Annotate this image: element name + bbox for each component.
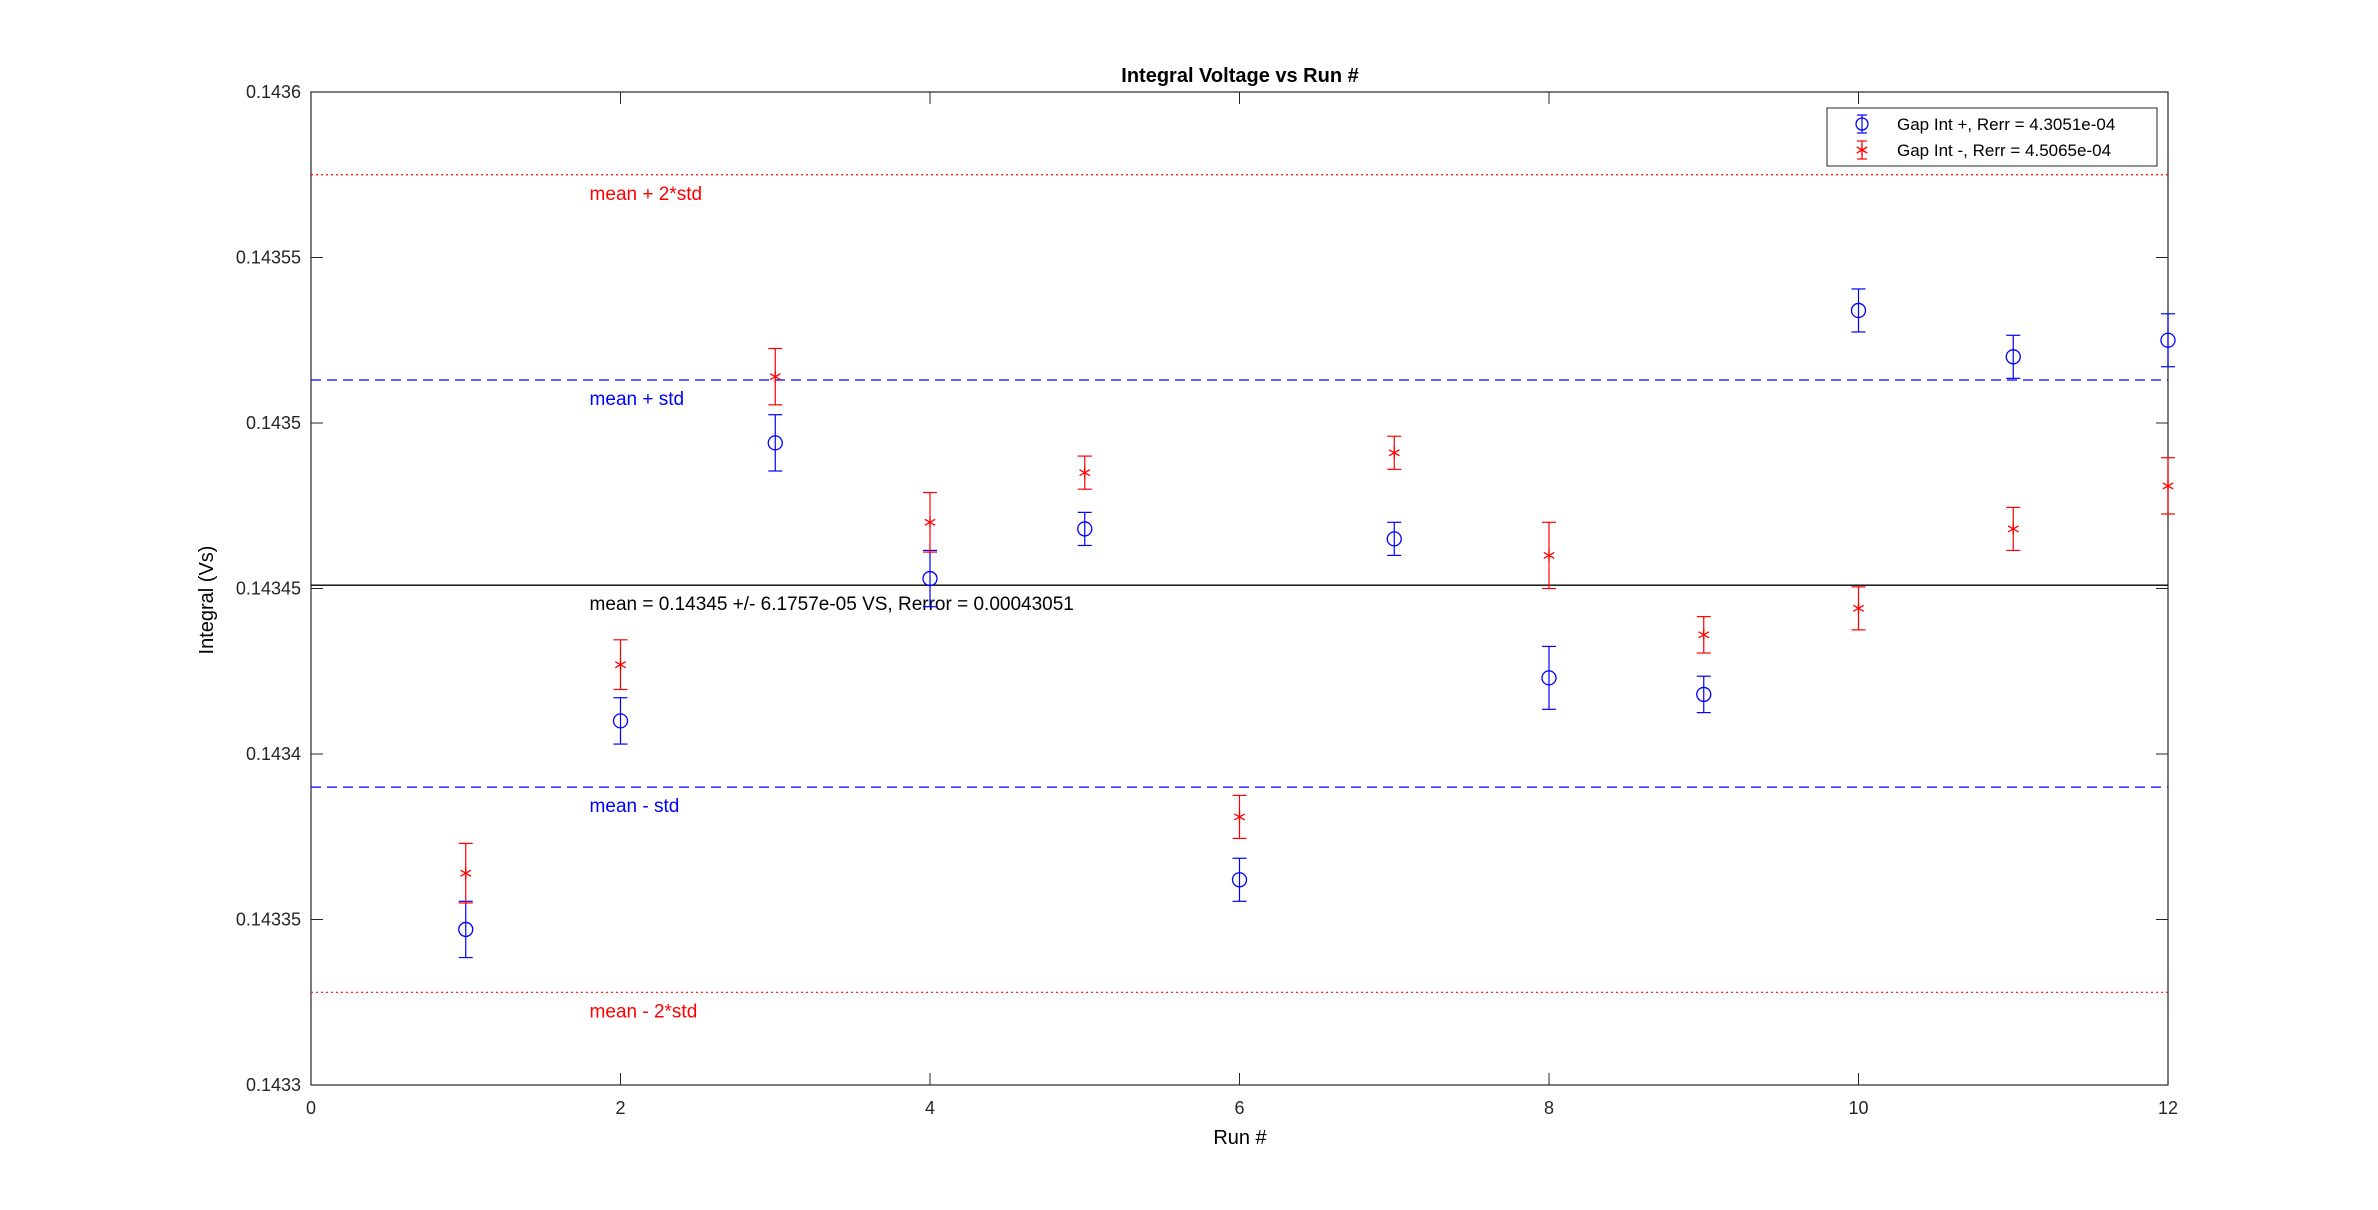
x-tick-label: 12 [2158, 1098, 2178, 1118]
asterisk-stroke [1388, 449, 1400, 457]
data-point-plus [767, 435, 783, 451]
y-tick-label: 0.14335 [236, 910, 301, 930]
data-point-minus [614, 658, 627, 671]
legend-entry-label: Gap Int -, Rerr = 4.5065e-04 [1897, 141, 2111, 160]
asterisk-stroke [1852, 604, 1865, 612]
y-axis-label: Integral (Vs) [196, 546, 218, 655]
y-tick-label: 0.1436 [246, 82, 301, 102]
y-tick-label: 0.14345 [236, 579, 301, 599]
reference-line-label: mean + 2*std [590, 184, 703, 205]
data-point-plus [2005, 349, 2021, 365]
data-point-plus [1850, 302, 1867, 319]
data-point-minus [1388, 446, 1400, 459]
reference-line-label: mean + std [590, 389, 685, 410]
x-tick-label: 2 [615, 1098, 625, 1118]
data-point-plus [922, 570, 938, 587]
data-point-plus [1541, 670, 1557, 686]
data-point-plus [612, 713, 629, 729]
legend-marker-minus [1856, 144, 1868, 156]
x-tick-label: 6 [1234, 1098, 1244, 1118]
legend-entry-label: Gap Int +, Rerr = 4.3051e-04 [1897, 115, 2115, 134]
legend-marker-plus [1855, 117, 1869, 131]
data-point-minus [1543, 549, 1555, 562]
x-tick-label: 10 [1848, 1098, 1868, 1118]
reference-line-label: mean - 2*std [590, 1001, 698, 1022]
data-point-minus [460, 867, 472, 880]
data-point-plus [1231, 872, 1248, 888]
y-tick-label: 0.1435 [246, 413, 301, 433]
x-tick-label: 4 [925, 1098, 935, 1118]
asterisk-stroke [924, 518, 936, 526]
x-axis-label: Run # [1213, 1127, 1267, 1149]
asterisk-stroke [1698, 631, 1710, 639]
data-point-plus [1077, 521, 1093, 537]
asterisk-stroke [2007, 525, 2019, 533]
data-point-minus [769, 370, 781, 383]
legend-box [1826, 107, 2158, 167]
data-point-minus [2007, 522, 2019, 535]
data-point-minus [1079, 466, 1091, 479]
asterisk-stroke [2162, 482, 2174, 490]
asterisk-stroke [614, 661, 627, 669]
data-point-plus [1696, 686, 1712, 703]
asterisk-stroke [460, 869, 472, 877]
y-tick-label: 0.14355 [236, 248, 301, 268]
x-tick-label: 8 [1544, 1098, 1554, 1118]
asterisk-stroke [1079, 469, 1091, 477]
data-point-plus [2160, 332, 2176, 348]
data-point-plus [1386, 531, 1402, 547]
data-point-minus [1698, 628, 1710, 641]
data-point-minus [1852, 602, 1865, 615]
asterisk-stroke [1856, 146, 1868, 154]
y-tick-label: 0.1433 [246, 1075, 301, 1095]
y-tick-label: 0.1434 [246, 744, 301, 764]
reference-line-label: mean = 0.14345 +/- 6.1757e-05 VS, Rerror… [590, 594, 1074, 615]
data-point-minus [924, 516, 936, 529]
plot-area: 0 2 4 6 8 10 12 0.1433 0.14335 0.1434 0.14345 0.143… [236, 82, 2178, 1118]
reference-line-label: mean - std [590, 796, 680, 817]
chart-title: Integral Voltage vs Run # [1121, 65, 1358, 87]
data-point-minus [1233, 810, 1246, 823]
asterisk-stroke [1543, 551, 1555, 559]
asterisk-stroke [769, 373, 781, 381]
asterisk-stroke [1233, 813, 1246, 821]
data-point-plus [458, 921, 474, 938]
data-point-minus [2162, 479, 2174, 492]
x-tick-label: 0 [306, 1098, 316, 1118]
